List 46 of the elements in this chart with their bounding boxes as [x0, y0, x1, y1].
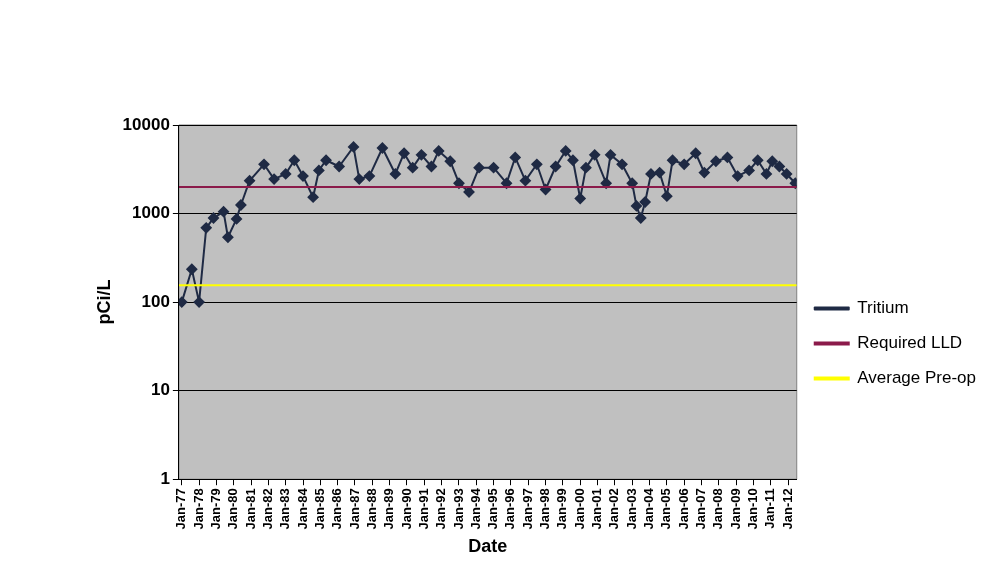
x-tick-label: Jan-03: [623, 488, 639, 530]
y-tick-label: 10: [150, 380, 170, 400]
x-tick-label: Jan-95: [485, 488, 501, 530]
x-tick-label: Jan-06: [675, 488, 691, 530]
x-tick-label: Jan-00: [571, 488, 587, 530]
x-tick-label: Jan-79: [207, 488, 223, 530]
y-tick-label: 1000: [132, 203, 170, 223]
x-tick-label: Jan-91: [415, 488, 431, 530]
x-tick-label: Jan-97: [519, 488, 535, 530]
x-tick-label: Jan-85: [311, 488, 327, 530]
legend-label: Required LLD: [857, 333, 963, 353]
x-tick-label: Jan-93: [450, 488, 466, 530]
y-tick-label: 10000: [122, 114, 170, 134]
x-tick-label: Jan-86: [329, 488, 345, 530]
x-tick-label: Jan-80: [225, 488, 241, 530]
x-tick-label: Jan-81: [242, 488, 258, 530]
x-tick-label: Jan-92: [433, 488, 449, 530]
x-tick-label: Jan-83: [277, 488, 293, 530]
x-tick-label: Jan-94: [467, 487, 483, 530]
x-tick-label: Jan-04: [641, 487, 657, 530]
x-tick-label: Jan-84: [294, 487, 310, 530]
x-tick-label: Jan-99: [554, 488, 570, 530]
legend-label: Average Pre-op: [857, 368, 977, 388]
x-tick-label: Jan-98: [537, 488, 553, 530]
y-axis-title: pCi/L: [93, 279, 114, 325]
x-tick-label: Jan-10: [745, 488, 761, 530]
y-tick-label: 1: [160, 468, 170, 488]
x-tick-label: Jan-08: [710, 488, 726, 530]
x-tick-label: Jan-82: [259, 488, 275, 530]
x-tick-label: Jan-87: [346, 488, 362, 530]
x-tick-label: Jan-12: [779, 488, 795, 530]
x-tick-label: Jan-90: [398, 488, 414, 530]
x-tick-label: Jan-88: [363, 488, 379, 530]
x-tick-label: Jan-11: [762, 488, 778, 529]
legend-label: Tritium: [857, 298, 909, 318]
x-tick-label: Jan-02: [606, 488, 622, 530]
x-tick-label: Jan-78: [190, 488, 206, 530]
x-axis-title: Date: [468, 536, 508, 557]
x-tick-label: Jan-09: [727, 488, 743, 530]
x-tick-label: Jan-77: [173, 488, 189, 530]
y-tick-label: 100: [141, 291, 170, 311]
x-tick-label: Jan-96: [502, 488, 518, 530]
x-tick-label: Jan-05: [658, 488, 674, 530]
x-tick-label: Jan-89: [381, 488, 397, 530]
x-tick-label: Jan-01: [589, 488, 605, 530]
x-tick-label: Jan-07: [693, 488, 709, 530]
